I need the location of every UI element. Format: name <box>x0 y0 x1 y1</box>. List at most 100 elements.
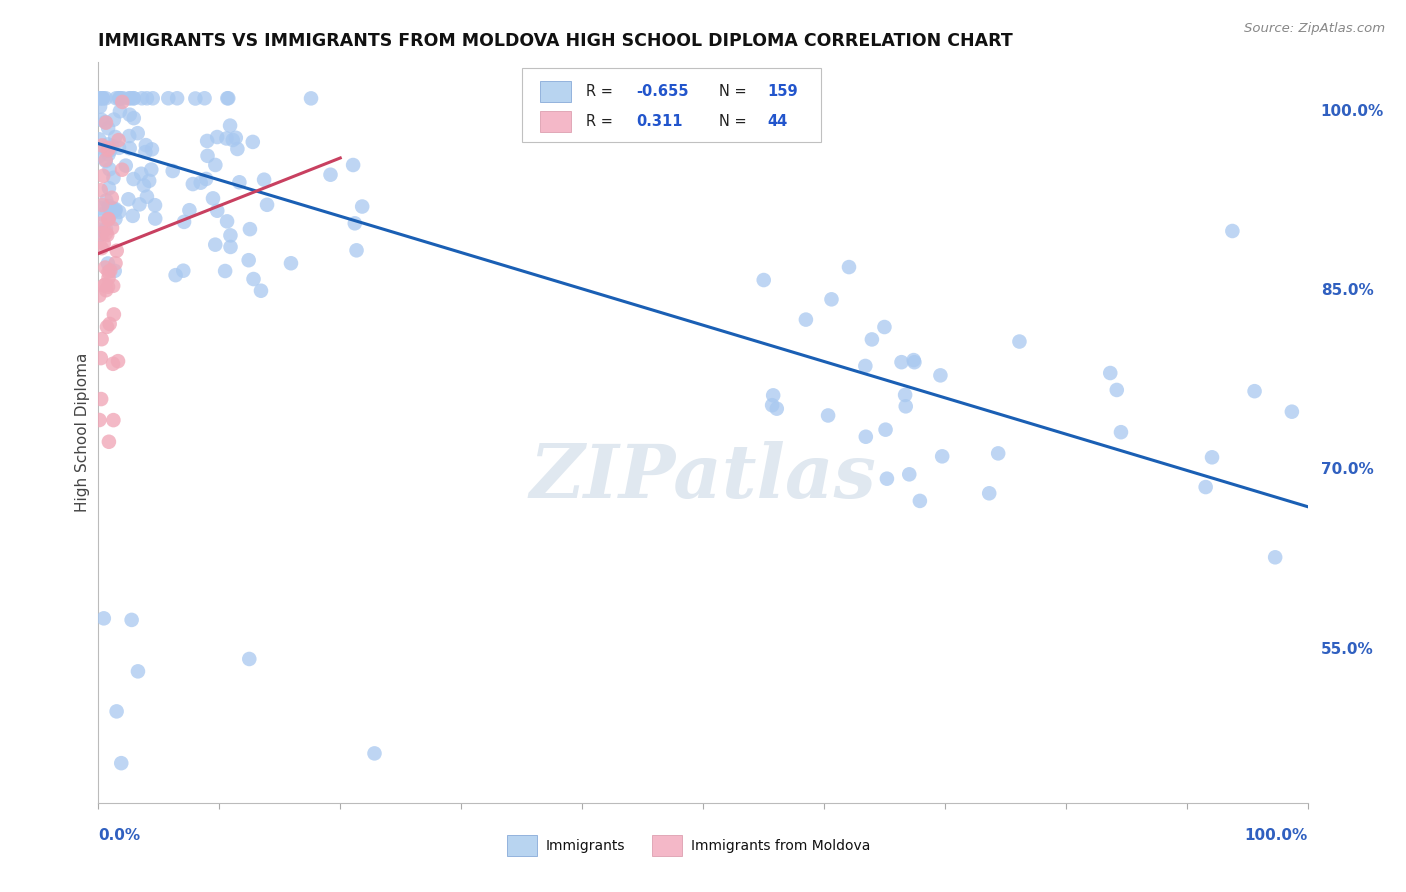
Point <box>165 268 187 282</box>
FancyBboxPatch shape <box>508 836 537 856</box>
Point <box>250 284 273 298</box>
Point <box>903 355 925 369</box>
Point <box>987 446 1010 460</box>
Point <box>120 91 142 105</box>
Point <box>104 256 127 270</box>
Point <box>143 211 166 226</box>
Point <box>181 177 204 191</box>
Point <box>96 227 118 242</box>
Point <box>91 226 114 240</box>
Point <box>929 368 952 383</box>
Point <box>204 237 226 252</box>
Point <box>94 116 117 130</box>
Point <box>96 194 118 208</box>
Point <box>94 154 117 169</box>
Point <box>93 611 115 625</box>
Point <box>114 159 136 173</box>
Point <box>184 91 207 105</box>
Point <box>141 142 163 156</box>
Point <box>90 217 112 231</box>
Point <box>876 472 898 486</box>
Point <box>89 91 111 105</box>
Point <box>122 172 145 186</box>
Point <box>87 226 110 240</box>
Point <box>108 91 131 105</box>
Point <box>104 264 127 278</box>
Point <box>214 264 236 278</box>
Text: 159: 159 <box>768 84 797 99</box>
Point <box>101 139 124 153</box>
Point <box>97 143 120 157</box>
Point <box>121 613 143 627</box>
Point <box>1201 450 1223 465</box>
Point <box>118 129 141 144</box>
Point <box>90 392 112 406</box>
Point <box>94 283 117 297</box>
Text: -0.655: -0.655 <box>637 84 689 99</box>
Point <box>94 226 117 240</box>
Text: Immigrants: Immigrants <box>546 838 626 853</box>
Point <box>136 91 159 105</box>
Point <box>101 191 124 205</box>
Point <box>903 353 925 368</box>
Point <box>108 141 131 155</box>
Point <box>103 170 125 185</box>
Point <box>91 198 114 212</box>
Point <box>363 747 385 761</box>
FancyBboxPatch shape <box>540 112 571 132</box>
Point <box>91 91 114 105</box>
Point <box>118 108 141 122</box>
Point <box>860 333 883 347</box>
Point <box>89 91 111 105</box>
Point <box>97 256 120 270</box>
Point <box>239 222 262 236</box>
Point <box>141 162 163 177</box>
Text: 0.0%: 0.0% <box>98 828 141 843</box>
Point <box>752 273 775 287</box>
Point <box>238 253 260 268</box>
Point <box>121 209 143 223</box>
Text: R =: R = <box>586 114 617 129</box>
Point <box>90 183 112 197</box>
Point <box>1195 480 1218 494</box>
Point <box>127 665 149 679</box>
Text: N =: N = <box>718 84 751 99</box>
Point <box>96 319 118 334</box>
FancyBboxPatch shape <box>652 836 682 856</box>
Point <box>90 112 112 127</box>
Point <box>98 162 121 177</box>
Point <box>219 119 242 133</box>
Point <box>122 91 145 105</box>
Point <box>299 91 322 105</box>
Point <box>280 256 302 270</box>
Point <box>117 192 139 206</box>
Point <box>100 208 122 222</box>
Point <box>205 130 228 145</box>
Point <box>94 260 117 275</box>
Point <box>1264 550 1286 565</box>
Point <box>90 332 112 346</box>
Point <box>853 359 876 373</box>
Point <box>101 220 124 235</box>
Point <box>931 450 953 464</box>
Text: 0.311: 0.311 <box>637 114 683 129</box>
Text: IMMIGRANTS VS IMMIGRANTS FROM MOLDOVA HIGH SCHOOL DIPLOMA CORRELATION CHART: IMMIGRANTS VS IMMIGRANTS FROM MOLDOVA HI… <box>98 32 1014 50</box>
Point <box>90 138 112 153</box>
Point <box>894 400 917 414</box>
Point <box>90 202 112 216</box>
Point <box>91 91 114 105</box>
Point <box>94 91 117 105</box>
Point <box>108 91 131 105</box>
Point <box>91 169 114 183</box>
Point <box>207 203 229 218</box>
Point <box>93 236 115 251</box>
Point <box>166 91 188 105</box>
Point <box>136 189 159 203</box>
Point <box>1281 405 1303 419</box>
Point <box>217 91 239 105</box>
Point <box>105 244 128 258</box>
Point <box>122 91 145 105</box>
Point <box>104 203 127 218</box>
Point <box>131 91 153 105</box>
Point <box>90 351 112 365</box>
